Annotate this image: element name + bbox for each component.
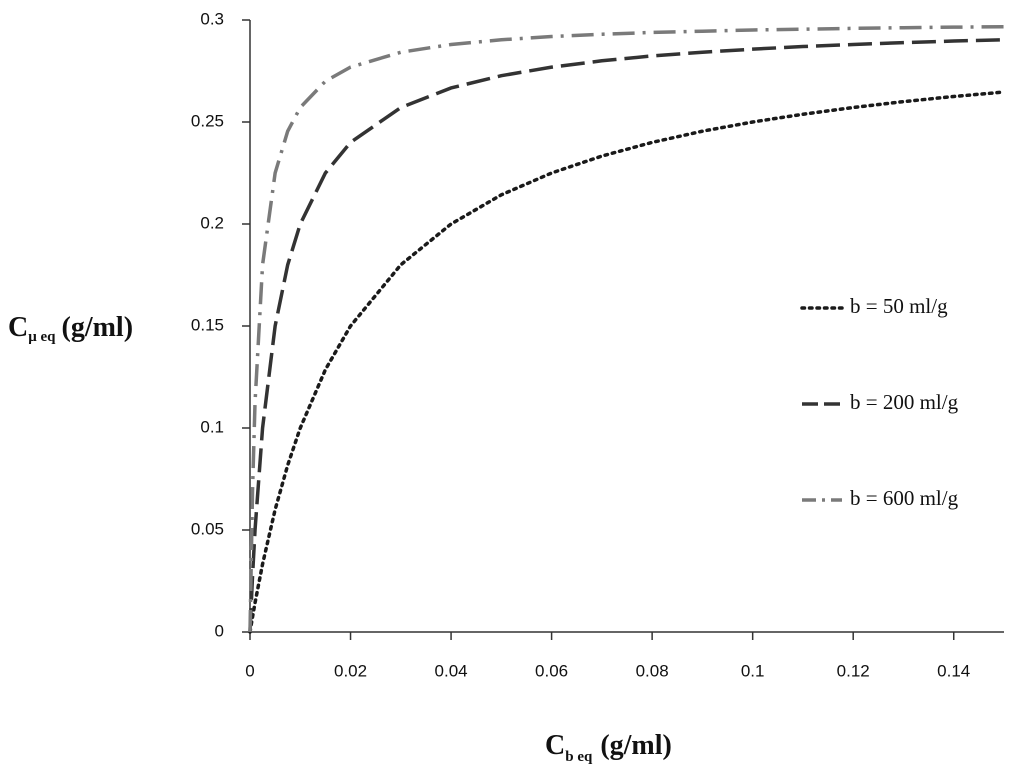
x-tick-label: 0.14 [937, 661, 970, 680]
legend-label: b = 600 ml/g [850, 486, 959, 510]
y-label-unit: (g/ml) [62, 312, 134, 343]
y-tick-label: 0.05 [191, 519, 224, 538]
x-tick-label: 0.06 [535, 661, 568, 680]
y-tick-label: 0.3 [200, 9, 224, 28]
y-label-symbol: C [8, 312, 28, 343]
x-tick-label: 0.1 [741, 661, 765, 680]
series-line [248, 90, 1006, 634]
x-tick-label: 0.12 [837, 661, 870, 680]
y-label: Cμ eq (g/ml) [8, 312, 133, 345]
x-label-subscript: b eq [565, 749, 593, 765]
y-tick-label: 0.1 [200, 417, 224, 436]
x-label-symbol: C [545, 730, 565, 761]
series-line [248, 24, 1005, 633]
legend-label: b = 200 ml/g [850, 390, 959, 414]
y-tick-label: 0 [215, 621, 224, 640]
y-tick-label: 0.2 [200, 213, 224, 232]
y-tick-label: 0.15 [191, 315, 224, 334]
y-tick-label: 0.25 [191, 111, 224, 130]
x-label-unit: (g/ml) [600, 730, 672, 761]
x-label: Cb eq (g/ml) [545, 730, 672, 765]
legend-label: b = 50 ml/g [850, 294, 948, 318]
x-tick-label: 0.08 [636, 661, 669, 680]
series-line [248, 38, 1005, 633]
x-tick-label: 0 [245, 661, 254, 680]
x-tick-label: 0.02 [334, 661, 367, 680]
y-label-subscript: μ eq [28, 329, 56, 345]
x-tick-label: 0.04 [435, 661, 468, 680]
